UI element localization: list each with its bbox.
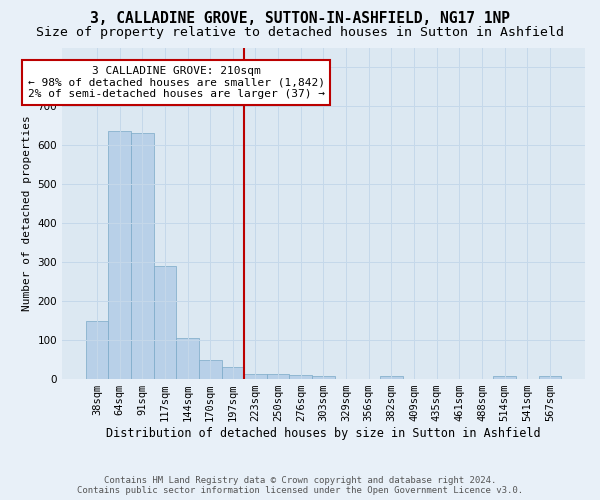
Bar: [312, 376, 335, 379]
Bar: [108, 132, 131, 379]
Bar: [176, 338, 199, 379]
Bar: [289, 375, 312, 379]
Bar: [131, 134, 154, 379]
Text: Contains HM Land Registry data © Crown copyright and database right 2024.
Contai: Contains HM Land Registry data © Crown c…: [77, 476, 523, 495]
Text: 3 CALLADINE GROVE: 210sqm
← 98% of detached houses are smaller (1,842)
2% of sem: 3 CALLADINE GROVE: 210sqm ← 98% of detac…: [28, 66, 325, 99]
Bar: [493, 376, 516, 379]
Bar: [267, 374, 289, 379]
Text: 3, CALLADINE GROVE, SUTTON-IN-ASHFIELD, NG17 1NP: 3, CALLADINE GROVE, SUTTON-IN-ASHFIELD, …: [90, 11, 510, 26]
Bar: [244, 374, 267, 379]
X-axis label: Distribution of detached houses by size in Sutton in Ashfield: Distribution of detached houses by size …: [106, 427, 541, 440]
Bar: [539, 376, 561, 379]
Bar: [154, 266, 176, 379]
Bar: [380, 376, 403, 379]
Text: Size of property relative to detached houses in Sutton in Ashfield: Size of property relative to detached ho…: [36, 26, 564, 39]
Y-axis label: Number of detached properties: Number of detached properties: [22, 116, 32, 311]
Bar: [199, 360, 221, 379]
Bar: [221, 368, 244, 379]
Bar: [86, 320, 108, 379]
